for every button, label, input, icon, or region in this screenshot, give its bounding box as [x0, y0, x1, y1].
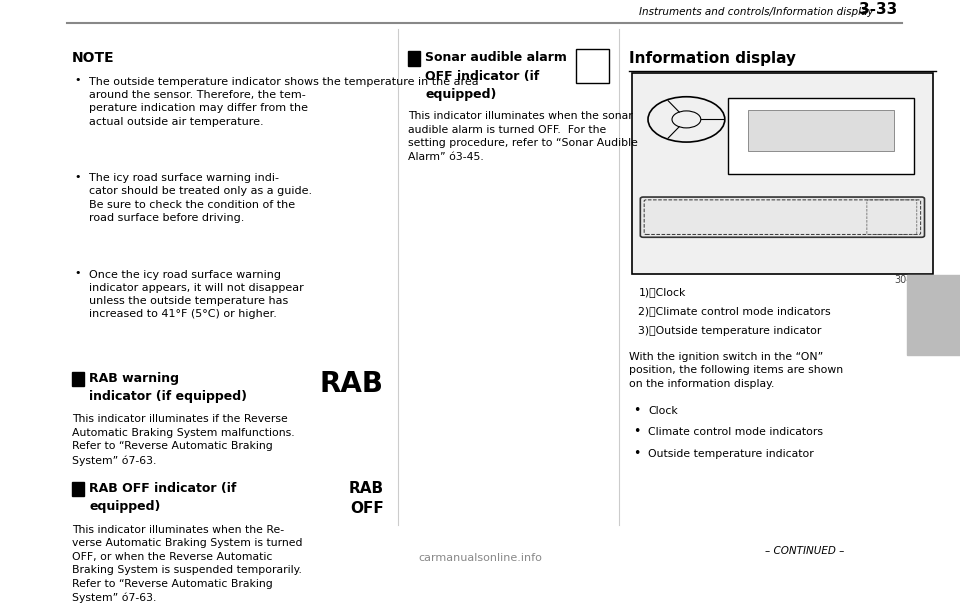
Text: RAB: RAB	[320, 370, 384, 398]
Text: This indicator illuminates when the sonar
audible alarm is turned OFF.  For the
: This indicator illuminates when the sona…	[408, 111, 637, 162]
Text: 3-33: 3-33	[859, 2, 898, 17]
Text: carmanualsonline.info: carmanualsonline.info	[418, 553, 542, 563]
Bar	[72, 371, 84, 386]
Text: – CONTINUED –: – CONTINUED –	[765, 546, 845, 556]
Bar	[907, 275, 960, 354]
Text: This indicator illuminates if the Reverse
Automatic Braking System malfunctions.: This indicator illuminates if the Revers…	[72, 414, 295, 466]
Text: 3)	Outside temperature indicator: 3) Outside temperature indicator	[638, 326, 822, 336]
Text: 304519: 304519	[895, 275, 931, 285]
Text: equipped): equipped)	[425, 87, 496, 101]
Text: The icy road surface warning indi-
cator should be treated only as a guide.
Be s: The icy road surface warning indi- cator…	[89, 174, 312, 223]
Text: P: P	[588, 53, 596, 63]
Text: Once the icy road surface warning
indicator appears, it will not disappear
unles: Once the icy road surface warning indica…	[89, 269, 304, 319]
Text: RAB OFF indicator (if: RAB OFF indicator (if	[89, 482, 237, 495]
Text: 2: 2	[744, 222, 751, 232]
Text: •: •	[634, 447, 641, 460]
FancyBboxPatch shape	[576, 49, 609, 82]
Text: OUT TEMP: OUT TEMP	[872, 202, 900, 207]
Text: This indicator illuminates when the Re-
verse Automatic Braking System is turned: This indicator illuminates when the Re- …	[72, 525, 302, 603]
FancyBboxPatch shape	[640, 197, 924, 237]
Text: indicator (if equipped): indicator (if equipped)	[89, 390, 248, 403]
Text: RAB: RAB	[348, 481, 384, 496]
Text: The outside temperature indicator shows the temperature in the area
around the s: The outside temperature indicator shows …	[89, 77, 479, 126]
Text: Climate control mode indicators: Climate control mode indicators	[648, 427, 823, 437]
Text: •: •	[74, 172, 81, 181]
FancyBboxPatch shape	[748, 111, 894, 151]
Text: RAB warning: RAB warning	[89, 371, 180, 384]
Text: 2)	Climate control mode indicators: 2) Climate control mode indicators	[638, 306, 831, 316]
Text: •: •	[74, 268, 81, 278]
Text: •: •	[634, 425, 641, 439]
Text: •: •	[74, 75, 81, 85]
Text: Information display: Information display	[629, 51, 796, 67]
Text: OFF: OFF	[350, 501, 384, 516]
Text: 8 °F: 8 °F	[878, 210, 903, 220]
Text: 4:27: 4:27	[656, 205, 685, 218]
Text: With the ignition switch in the “ON”
position, the following items are shown
on : With the ignition switch in the “ON” pos…	[629, 352, 843, 389]
Text: 1)	Clock: 1) Clock	[638, 287, 685, 296]
Text: MAX: MAX	[715, 202, 732, 208]
Text: NOTE: NOTE	[72, 51, 114, 65]
Text: Outside temperature indicator: Outside temperature indicator	[648, 448, 814, 459]
Bar	[408, 51, 420, 65]
Text: 1: 1	[656, 222, 661, 232]
Bar	[72, 482, 84, 496]
FancyBboxPatch shape	[728, 98, 914, 174]
Text: equipped): equipped)	[89, 500, 160, 513]
Text: Instruments and controls/Information display: Instruments and controls/Information dis…	[639, 7, 874, 17]
Text: •: •	[634, 404, 641, 417]
Text: OFF: OFF	[583, 66, 602, 75]
FancyBboxPatch shape	[632, 73, 933, 274]
Text: Sonar audible alarm: Sonar audible alarm	[425, 51, 567, 64]
Text: Clock: Clock	[648, 406, 678, 415]
Text: OFF indicator (if: OFF indicator (if	[425, 70, 540, 82]
Text: A/C: A/C	[715, 209, 729, 215]
Text: 3: 3	[883, 222, 889, 232]
